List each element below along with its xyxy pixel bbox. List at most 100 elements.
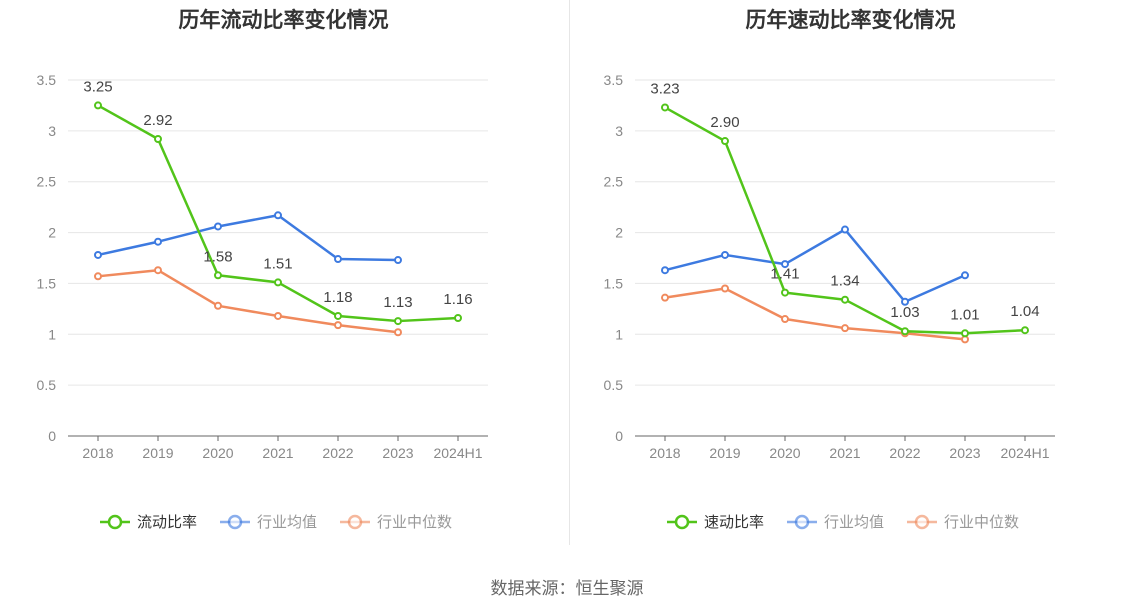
data-point: [394, 317, 402, 326]
data-point: [394, 256, 402, 265]
data-point: [274, 211, 282, 220]
x-tick-label: 2020: [202, 445, 233, 461]
y-tick-label: 1: [615, 326, 623, 342]
data-point: [781, 288, 789, 297]
legend-marker: [794, 514, 810, 530]
panel-divider: [569, 0, 570, 545]
y-tick-label: 3: [48, 123, 56, 139]
data-point: [1021, 326, 1029, 335]
data-label: 1.58: [203, 248, 232, 265]
legend-label: 行业中位数: [377, 513, 452, 531]
data-label: 1.13: [383, 294, 412, 311]
data-label: 1.51: [263, 255, 292, 272]
x-tick-label: 2022: [322, 445, 353, 461]
legend-marker: [914, 514, 930, 530]
y-tick-label: 0: [615, 428, 623, 444]
y-tick-label: 1: [48, 326, 56, 342]
data-point: [721, 137, 729, 146]
data-point: [901, 297, 909, 306]
data-point: [721, 284, 729, 293]
data-point: [841, 225, 849, 234]
data-point: [274, 278, 282, 287]
legend-marker: [227, 514, 243, 530]
data-point: [661, 103, 669, 112]
y-tick-label: 1.5: [37, 275, 57, 291]
series-line: [97, 268, 399, 334]
data-point: [274, 311, 282, 320]
data-point: [901, 327, 909, 336]
x-tick-label: 2022: [889, 445, 920, 461]
y-tick-label: 1.5: [604, 275, 624, 291]
series-line: [664, 228, 966, 303]
data-label: 1.16: [443, 291, 472, 308]
x-tick-label: 2021: [262, 445, 293, 461]
quick-ratio-panel: 0 0.5 1 1.5 2 2.5 3 3.5 2018 2019 2020 2021 2022 2023…: [567, 0, 1134, 560]
y-tick-label: 3.5: [37, 72, 57, 88]
data-label: 2.90: [710, 114, 739, 131]
x-tick-label: 2020: [769, 445, 800, 461]
y-tick-label: 3.5: [604, 72, 624, 88]
data-label: 2.92: [143, 112, 172, 129]
legend-label: 速动比率: [704, 513, 764, 531]
data-point: [214, 271, 222, 280]
data-point: [781, 260, 789, 269]
legend-label: 行业中位数: [944, 513, 1019, 531]
x-tick-label: 2024H1: [1000, 445, 1049, 461]
chart-title: 历年速动比率变化情况: [745, 8, 956, 32]
data-point: [94, 272, 102, 281]
y-tick-label: 0: [48, 428, 56, 444]
data-point: [214, 301, 222, 310]
x-tick-label: 2024H1: [433, 445, 482, 461]
data-point: [334, 255, 342, 264]
x-tick-label: 2019: [709, 445, 740, 461]
current-ratio-panel: 0 0.5 1 1.5 2 2.5 3 3.5 2018 2019 2020 2021 2022 2023…: [0, 0, 567, 560]
x-tick-label: 2021: [829, 445, 860, 461]
x-tick-label: 2019: [142, 445, 173, 461]
legend-label: 行业均值: [824, 513, 884, 531]
x-tick-label: 2023: [382, 445, 413, 461]
y-tick-label: 0.5: [37, 377, 57, 393]
y-tick-label: 0.5: [604, 377, 624, 393]
y-tick-label: 2: [48, 225, 56, 241]
legend-marker: [347, 514, 363, 530]
data-point: [721, 250, 729, 259]
series-line: [97, 214, 399, 262]
data-point: [661, 266, 669, 275]
data-point: [394, 328, 402, 337]
data-point: [334, 311, 342, 320]
y-tick-label: 2: [615, 225, 623, 241]
data-point: [214, 222, 222, 231]
data-point: [961, 329, 969, 338]
legend-label: 流动比率: [137, 513, 197, 531]
current-ratio-chart: 0 0.5 1 1.5 2 2.5 3 3.5 2018 2019 2020 2021 2022 2023…: [37, 72, 488, 531]
legend-marker: [107, 514, 123, 530]
data-point: [154, 266, 162, 275]
data-point: [94, 101, 102, 110]
data-label: 3.23: [650, 80, 679, 97]
chart-title: 历年流动比率变化情况: [178, 8, 389, 32]
data-label: 3.25: [83, 78, 112, 95]
data-point: [94, 250, 102, 259]
data-label: 1.04: [1010, 303, 1039, 320]
data-label: 1.34: [830, 273, 859, 290]
data-point: [661, 293, 669, 302]
data-source-note: 数据来源：恒生聚源: [490, 579, 644, 599]
quick-ratio-chart: 0 0.5 1 1.5 2 2.5 3 3.5 2018 2019 2020 2021 2022 2023…: [604, 72, 1055, 531]
x-tick-label: 2018: [82, 445, 113, 461]
data-point: [841, 324, 849, 333]
data-point: [154, 237, 162, 246]
data-label: 1.18: [323, 289, 352, 306]
y-tick-label: 2.5: [37, 174, 57, 190]
data-point: [961, 335, 969, 344]
data-point: [841, 295, 849, 304]
data-point: [454, 314, 462, 323]
data-label: 1.41: [770, 266, 799, 283]
data-point: [334, 321, 342, 330]
y-tick-label: 3: [615, 123, 623, 139]
data-label: 1.01: [950, 306, 979, 323]
data-point: [154, 134, 162, 143]
legend-label: 行业均值: [257, 513, 317, 531]
data-label: 1.03: [890, 304, 919, 321]
series-line: [664, 287, 966, 341]
data-point: [961, 271, 969, 280]
